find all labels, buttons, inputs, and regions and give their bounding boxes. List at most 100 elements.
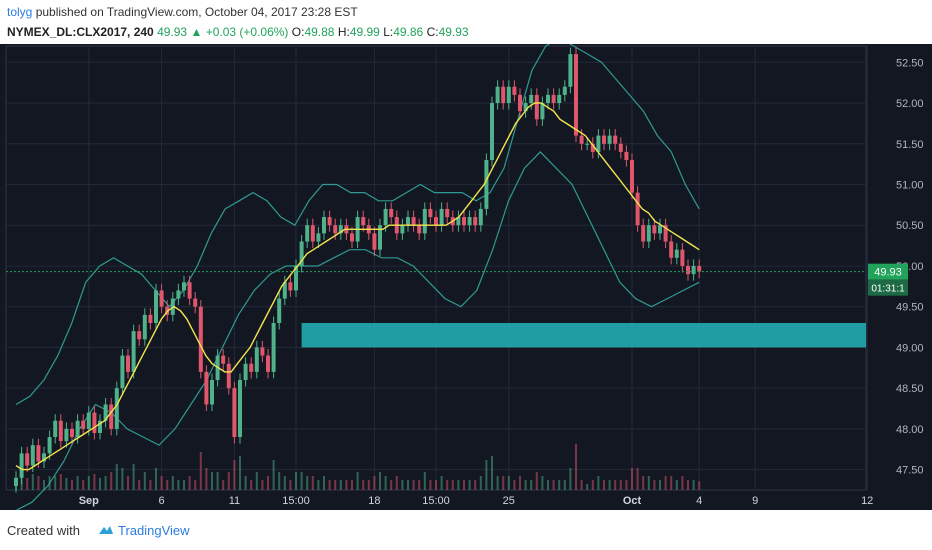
volume-bar [631, 468, 633, 490]
candle-body [327, 217, 332, 226]
candle-body [473, 217, 478, 226]
candle-body [109, 404, 114, 429]
volume-bar [76, 476, 79, 490]
candle-body [546, 94, 550, 104]
y-tick-label: 48.00 [896, 424, 924, 436]
candle-body [568, 54, 573, 87]
price-chart[interactable]: 52.5052.0051.5051.0050.5050.0049.5049.00… [0, 44, 932, 510]
volume-bar [446, 480, 449, 490]
volume-bar [222, 480, 225, 490]
candle-body [406, 217, 410, 226]
volume-bar [474, 480, 477, 490]
volume-bar [603, 480, 605, 490]
open-value: 49.88 [304, 25, 335, 39]
volume-bar [384, 476, 387, 490]
candle-body [19, 453, 24, 478]
volume-bar [390, 480, 393, 490]
volume-bar [653, 480, 656, 490]
candle-body [422, 208, 427, 234]
candle-body [630, 160, 634, 193]
candle-body [400, 225, 405, 234]
candle-body [551, 94, 556, 104]
publish-line: tolyg published on TradingView.com, Octo… [7, 5, 358, 19]
candle-body [30, 445, 35, 466]
candle-body [333, 225, 338, 234]
candle-body [58, 420, 63, 442]
volume-bar [440, 476, 443, 490]
candle-body [310, 225, 315, 242]
volume-bar [82, 480, 85, 490]
candle-body [372, 233, 377, 250]
candle-body [495, 86, 500, 104]
volume-bar [457, 480, 460, 490]
volume-bar [619, 480, 622, 490]
volume-bar [491, 456, 493, 490]
volume-bar [485, 460, 488, 490]
volume-bar [687, 480, 689, 490]
volume-bar [216, 472, 219, 490]
y-tick-label: 49.00 [896, 342, 924, 354]
volume-bar [647, 476, 650, 490]
candle-body [81, 420, 86, 429]
candle-body [478, 208, 483, 226]
candle-body [434, 217, 438, 226]
created-with-text: Created with [7, 523, 80, 538]
candle-body [182, 282, 186, 291]
volume-bar [597, 476, 600, 490]
candle-body [512, 86, 517, 95]
candle-body [697, 265, 702, 272]
volume-bar [362, 480, 365, 490]
volume-bar [194, 480, 197, 490]
volume-bar [323, 476, 325, 490]
volume-bar [541, 476, 544, 490]
candle-body [131, 331, 136, 372]
x-tick-label: 9 [752, 495, 758, 507]
volume-bar [110, 472, 113, 490]
candle-body [198, 306, 203, 372]
author-link[interactable]: tolyg [7, 5, 33, 19]
candle-body [170, 298, 175, 315]
volume-bar [31, 474, 34, 490]
candle-body [316, 233, 321, 242]
candle-body [501, 86, 506, 104]
volume-bar [199, 452, 202, 490]
candle-body [624, 151, 629, 161]
x-tick-label: 15:00 [282, 495, 310, 507]
volume-bar [37, 476, 40, 490]
volume-bar [625, 480, 628, 490]
volume-bar [177, 480, 180, 490]
volume-bar [407, 480, 409, 490]
quote-line: NYMEX_DL:CLX2017, 240 49.93 ▲ +0.03 (+0.… [7, 25, 469, 39]
volume-bar [250, 480, 253, 490]
volume-bar [71, 480, 73, 490]
candle-body [462, 217, 466, 226]
x-tick-label: 12 [861, 495, 873, 507]
volume-bar [99, 478, 101, 490]
volume-bar [339, 480, 342, 490]
candle-body [596, 135, 601, 152]
candle-body [557, 94, 562, 104]
volume-bar [367, 480, 370, 490]
candle-body [523, 103, 528, 112]
tradingview-link[interactable]: TradingView [118, 523, 190, 538]
candle-body [322, 217, 326, 234]
candle-body [534, 94, 539, 120]
chart-header: tolyg published on TradingView.com, Octo… [0, 0, 932, 44]
volume-bar [15, 484, 17, 490]
candle-body [484, 160, 489, 209]
last-price-tag [868, 263, 908, 280]
volume-bar [664, 476, 667, 490]
candle-body [411, 217, 416, 226]
candle-body [126, 355, 130, 372]
volume-bar [278, 472, 281, 490]
volume-bar [586, 484, 589, 490]
x-tick-label: 25 [503, 495, 515, 507]
volume-bar [580, 480, 583, 490]
candle-body [148, 314, 153, 323]
volume-bar [401, 480, 404, 490]
upper-bollinger-band [15, 44, 700, 406]
candle-body [210, 380, 214, 405]
volume-bar [552, 480, 555, 490]
candle-body [663, 225, 668, 242]
candle-body [53, 420, 58, 438]
